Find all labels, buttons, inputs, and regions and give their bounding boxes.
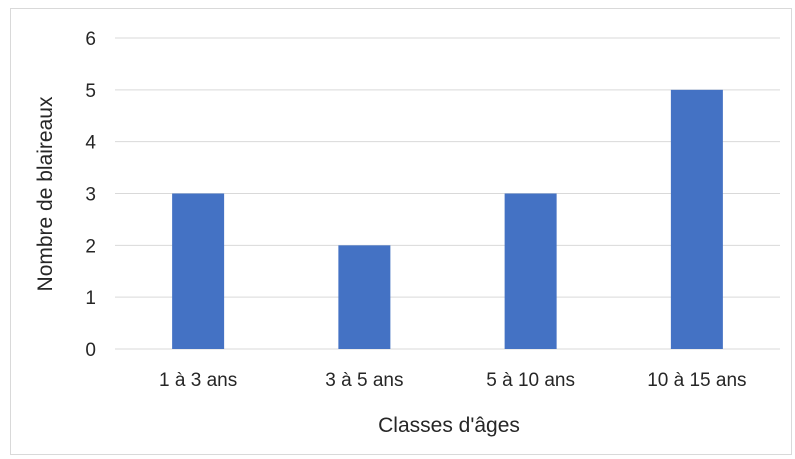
y-tick-label: 6	[85, 29, 96, 50]
y-axis-title: Nombre de blaireaux	[34, 96, 57, 291]
x-tick-label: 1 à 3 ans	[159, 370, 237, 391]
x-tick-label: 5 à 10 ans	[486, 370, 575, 391]
bar	[172, 193, 225, 349]
gridlines	[115, 37, 780, 350]
bar	[504, 193, 557, 349]
y-tick-label: 2	[85, 236, 96, 257]
y-axis-ticks: 0 1 2 3 4 5 6	[85, 29, 96, 361]
x-tick-label: 3 à 5 ans	[325, 370, 403, 391]
x-tick-label: 10 à 15 ans	[647, 370, 746, 391]
y-tick-label: 4	[85, 133, 96, 154]
y-tick-label: 3	[85, 185, 96, 206]
bar	[338, 245, 391, 349]
bars	[172, 89, 723, 349]
y-tick-label: 1	[85, 288, 96, 309]
x-axis-title: Classes d'âges	[378, 414, 520, 437]
y-tick-label: 5	[85, 81, 96, 102]
y-tick-label: 0	[85, 340, 96, 361]
bar	[670, 89, 723, 349]
x-axis-ticks: 1 à 3 ans 3 à 5 ans 5 à 10 ans 10 à 15 ans	[159, 370, 746, 391]
chart-frame	[10, 8, 792, 455]
